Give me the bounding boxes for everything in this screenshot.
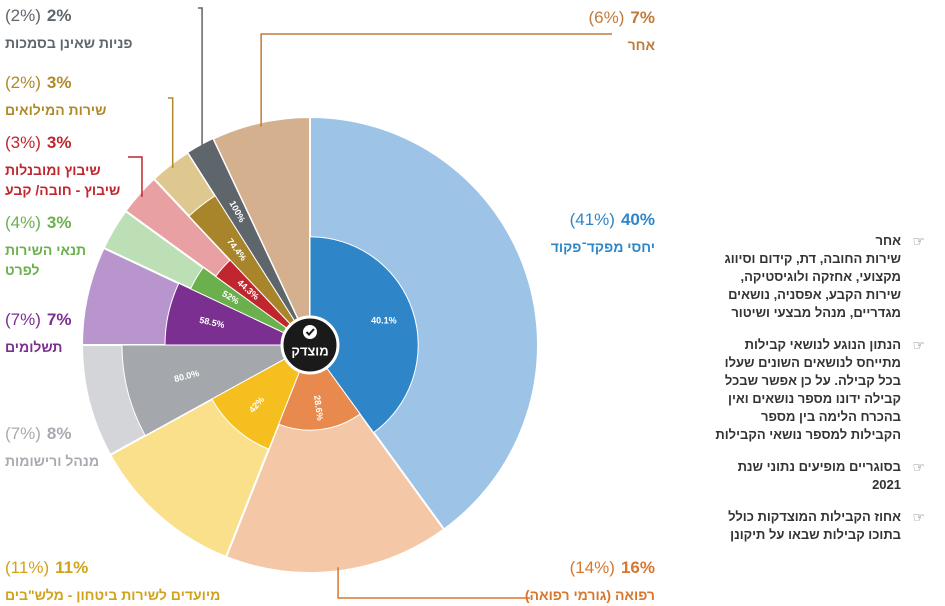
- slice-label: 2% (2%) פניות שאינן בסמכות: [5, 6, 133, 53]
- note: ☞ הנתון הנוגע לנושאי קבילות מתייחס לנושאי…: [710, 336, 925, 444]
- values: 3% (4%): [5, 213, 86, 233]
- leader-line: [198, 7, 203, 149]
- value-label: 3%: [46, 213, 72, 232]
- justified-slice: [164, 282, 311, 346]
- slice-label: 16% (14%) רפואה (גורמי רפואה): [525, 558, 655, 605]
- note-icon: ☞: [912, 337, 925, 353]
- prev-value-label: (2%): [5, 73, 41, 92]
- slice-label: 40% (41%) יחסי מפקד־פקוד: [551, 210, 655, 257]
- slice: [309, 115, 539, 531]
- value-label: 3%: [46, 133, 72, 152]
- value-label: 40%: [620, 210, 655, 229]
- prev-value-label: (2%): [5, 6, 41, 25]
- note-icon: ☞: [912, 233, 925, 249]
- note: ☞ אחוז הקבילות המוצדקות כולל בתוכו קבילות…: [710, 508, 925, 544]
- value-label: 16%: [620, 558, 655, 577]
- slice-label: 3% (2%) שירות המילואים: [5, 73, 106, 120]
- justified-label: 28.6%: [312, 395, 325, 422]
- leader-line: [168, 97, 174, 169]
- category-label: פניות שאינן בסמכות: [5, 35, 133, 51]
- values: 2% (2%): [5, 6, 133, 26]
- slice-label: 7% (7%) תשלומים: [5, 310, 72, 357]
- justified-label: 40.1%: [371, 315, 397, 325]
- prev-value-label: (7%): [5, 424, 41, 443]
- check-mark: [305, 328, 315, 336]
- slice-label: 3% (3%) שיבוץ ומובנלות שיבוץ - חובה/ קבע: [5, 133, 120, 200]
- slice-label: 11% (11%) מיועדים לשירות ביטחון - מלש"בים: [5, 558, 220, 605]
- prev-value-label: (41%): [569, 210, 615, 229]
- category-label: שירות המילואים: [5, 102, 107, 118]
- note-icon: ☞: [912, 509, 925, 525]
- justified-slice: [277, 343, 361, 431]
- slice-label: 8% (7%) מנהל ורישומות: [5, 424, 99, 471]
- values: 11% (11%): [5, 558, 220, 578]
- center-label: מוצדק: [291, 343, 328, 358]
- note: ☞ אחר שירות החובה, דת, קידום וסיווג מקצועי…: [710, 232, 925, 322]
- category-label: יחסי מפקד־פקוד: [550, 239, 655, 255]
- value-label: 11%: [55, 558, 89, 577]
- note-title: אחר: [875, 233, 901, 248]
- leader-line: [260, 33, 612, 127]
- justified-slice: [309, 236, 419, 434]
- justified-slice: [187, 138, 311, 346]
- category-label: אחר: [627, 37, 655, 53]
- inner-ring: [121, 138, 419, 450]
- note-text: אחוז הקבילות המוצדקות כולל בתוכו קבילות …: [728, 509, 901, 542]
- prev-value-label: (14%): [569, 558, 615, 577]
- category-label: רפואה (גורמי רפואה): [524, 587, 655, 603]
- leader-line: [337, 567, 530, 599]
- category-label: מנהל ורישומות: [5, 453, 100, 469]
- values: 3% (2%): [5, 73, 106, 93]
- note-text: בסוגריים מופיעים נתוני שנת 2021: [737, 459, 901, 492]
- justified-slice: [189, 266, 311, 346]
- values: 7% (7%): [5, 310, 72, 330]
- value-label: 7%: [46, 310, 72, 329]
- value-label: 8%: [46, 424, 72, 443]
- prev-value-label: (4%): [5, 213, 41, 232]
- category-label: שיבוץ ומובנלות שיבוץ - חובה/ קבע: [5, 162, 121, 198]
- category-label: מיועדים לשירות ביטחון - מלש"בים: [5, 587, 221, 603]
- note: ☞ בסוגריים מופיעים נתוני שנת 2021: [710, 458, 925, 494]
- justified-slice: [211, 343, 311, 450]
- center-badge: [280, 315, 340, 375]
- note-text: שירות החובה, דת, קידום וסיווג מקצועי, אח…: [724, 251, 901, 320]
- values: 8% (7%): [5, 424, 99, 444]
- values: 7% (6%): [589, 8, 656, 28]
- notes: ☞ אחר שירות החובה, דת, קידום וסיווג מקצועי…: [710, 232, 925, 558]
- note-text: הנתון הנוגע לנושאי קבילות מתייחס לנושאים…: [715, 337, 901, 442]
- prev-value-label: (3%): [5, 133, 41, 152]
- value-label: 3%: [46, 73, 72, 92]
- values: 40% (41%): [551, 210, 655, 230]
- slice-label: 3% (4%) תנאי השירות לפרט: [5, 213, 86, 280]
- value-label: 2%: [46, 6, 72, 25]
- justified-slice: [121, 344, 311, 437]
- values: 3% (3%): [5, 133, 120, 153]
- note-icon: ☞: [912, 459, 925, 475]
- prev-value-label: (6%): [588, 8, 625, 27]
- values: 16% (14%): [525, 558, 655, 578]
- category-label: תנאי השירות לפרט: [5, 242, 87, 278]
- value-label: 7%: [630, 8, 655, 27]
- leader-line: [128, 156, 143, 197]
- slice-label: 7% (6%) אחר: [589, 8, 656, 55]
- prev-value-label: (11%): [5, 558, 50, 577]
- prev-value-label: (7%): [5, 310, 41, 329]
- category-label: תשלומים: [5, 339, 63, 355]
